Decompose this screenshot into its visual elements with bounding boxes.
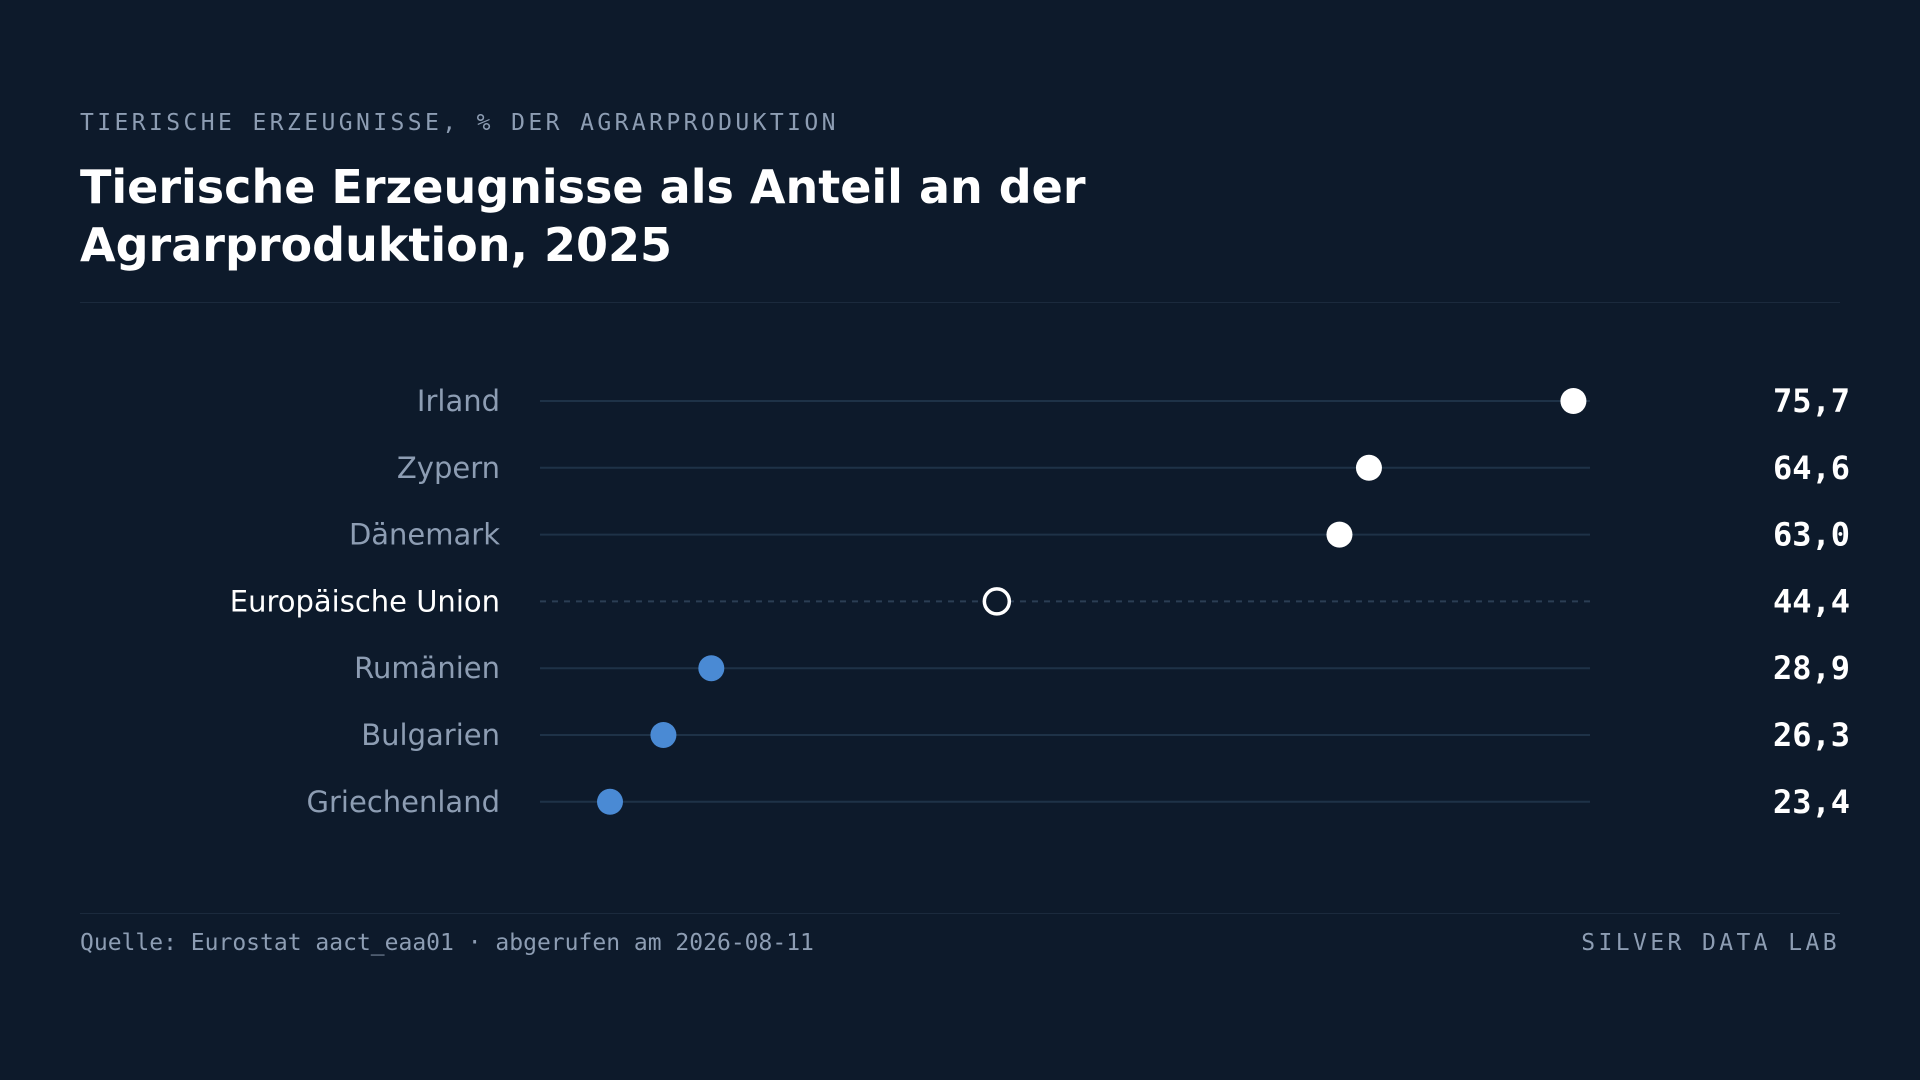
category-label: Irland <box>417 384 500 418</box>
source-note: Quelle: Eurostat aact_eaa01 · abgerufen … <box>80 930 814 956</box>
category-label: Bulgarien <box>361 718 500 752</box>
data-dot <box>698 655 725 682</box>
category-label: Europäische Union <box>230 584 500 618</box>
value-label: 63,0 <box>1773 516 1850 554</box>
value-label: 26,3 <box>1773 716 1850 754</box>
chart-title: Tierische Erzeugnisse als Anteil an der … <box>80 160 1086 272</box>
data-dot <box>1326 521 1353 548</box>
data-dot <box>1560 388 1587 414</box>
category-label: Dänemark <box>349 518 500 552</box>
category-label: Griechenland <box>307 785 500 819</box>
data-dot <box>650 722 677 748</box>
footer-divider <box>80 913 1840 914</box>
value-label: 28,9 <box>1773 649 1850 687</box>
header-divider <box>80 302 1840 303</box>
value-label: 64,6 <box>1773 449 1850 487</box>
brand-label: SILVER DATA LAB <box>1581 930 1840 956</box>
value-label: 44,4 <box>1773 582 1850 620</box>
data-dot <box>597 788 623 815</box>
reference-dot <box>982 587 1012 616</box>
value-label: 23,4 <box>1773 783 1850 821</box>
chart-kicker: TIERISCHE ERZEUGNISSE, % DER AGRARPRODUK… <box>80 110 839 136</box>
value-label: 75,7 <box>1773 382 1850 420</box>
category-label: Rumänien <box>354 651 500 685</box>
category-label: Zypern <box>397 451 500 485</box>
data-dot <box>1355 454 1382 481</box>
